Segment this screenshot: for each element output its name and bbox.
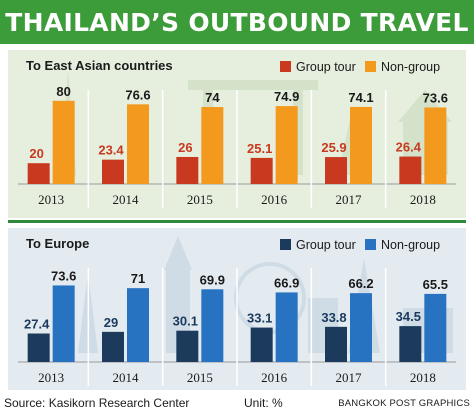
legend-swatch-non-group [365,239,376,250]
data-label: 80 [56,84,70,99]
x-tick-label-2015: 2015 [187,370,213,385]
data-label: 76.6 [125,87,150,102]
data-label: 74.1 [348,90,373,105]
data-label: 29 [104,315,118,330]
bar-group-tour-2016 [250,327,273,362]
bar-non-group-2014 [127,104,149,184]
data-label: 30.1 [173,314,198,329]
data-label: 65.5 [423,277,448,292]
data-label: 25.1 [247,141,272,156]
data-label: 27.4 [24,317,50,332]
data-label: 74 [205,90,220,105]
x-tick-label-2016: 2016 [261,370,288,385]
data-label: 33.8 [321,310,346,325]
data-label: 69.9 [200,272,225,287]
bar-non-group-2016 [275,106,298,184]
x-tick-label-2016: 2016 [261,192,288,207]
legend-swatch-non-group [365,61,376,72]
bar-group-tour-2014 [102,159,124,184]
x-tick-label-2014: 2014 [113,192,140,207]
bar-non-group-2017 [350,293,372,362]
graphics-credit: BANGKOK POST GRAPHICS [338,398,470,409]
bar-non-group-2015 [201,289,224,362]
bar-group-tour-2018 [399,156,422,184]
data-label: 25.9 [321,140,346,155]
bar-non-group-2016 [275,292,298,362]
data-label: 66.2 [348,276,373,291]
bar-non-group-2018 [424,293,447,362]
data-label: 26 [178,140,192,155]
data-label: 20 [29,146,43,161]
legend-label-non-group: Non-group [381,238,440,252]
title-bar: THAILAND’S OUTBOUND TRAVEL [0,0,474,44]
section-divider [8,220,466,223]
bar-group-tour-2018 [399,326,422,362]
east-asia-panel: To East Asian countries Group tour Non-gro… [8,50,466,218]
x-tick-label-2014: 2014 [113,370,140,385]
section-title: To Europe [26,236,89,251]
bar-group-tour-2013 [27,333,50,362]
bar-group-tour-2016 [250,157,273,184]
unit-note: Unit: % [244,396,283,410]
bar-group-tour-2015 [176,330,199,362]
bar-non-group-2015 [201,107,224,184]
legend-swatch-group-tour [280,239,291,250]
legend-label-non-group: Non-group [381,60,440,74]
bar-non-group-2013 [52,285,75,362]
data-label: 23.4 [98,143,124,158]
data-label: 26.4 [396,140,422,155]
chart-title: THAILAND’S OUTBOUND TRAVEL [5,7,469,37]
legend-label-group-tour: Group tour [296,60,356,74]
data-label: 33.1 [247,311,272,326]
x-tick-label-2017: 2017 [336,192,363,207]
data-label: 66.9 [274,275,299,290]
bar-non-group-2017 [350,106,372,184]
section-title: To East Asian countries [26,58,173,73]
x-tick-label-2018: 2018 [410,192,436,207]
x-tick-label-2013: 2013 [38,192,64,207]
x-tick-label-2015: 2015 [187,192,213,207]
legend-label-group-tour: Group tour [296,238,356,252]
x-tick-label-2018: 2018 [410,370,436,385]
bar-group-tour-2015 [176,156,199,184]
data-label: 34.5 [396,309,421,324]
east-asia-chart: To East Asian countries Group tour Non-gro… [18,58,456,208]
footer: Source: Kasikorn Research Center Unit: %… [0,393,474,412]
data-label: 74.9 [274,89,299,104]
data-label: 73.6 [423,90,448,105]
bar-group-tour-2014 [102,331,124,362]
europe-panel: To Europe Group tour Non-group 27.4 73.6 2013… [8,228,466,390]
x-tick-label-2013: 2013 [38,370,64,385]
data-label: 71 [131,271,145,286]
bar-group-tour-2017 [325,326,347,362]
bar-group-tour-2017 [325,157,347,184]
bar-non-group-2014 [127,288,149,362]
x-tick-label-2017: 2017 [336,370,363,385]
source-note: Source: Kasikorn Research Center [4,396,190,410]
europe-chart: To Europe Group tour Non-group 27.4 73.6 2013… [18,236,456,386]
bar-non-group-2018 [424,107,447,184]
bar-group-tour-2013 [27,163,50,184]
bar-non-group-2013 [52,100,75,184]
legend-swatch-group-tour [280,61,291,72]
data-label: 73.6 [51,268,76,283]
